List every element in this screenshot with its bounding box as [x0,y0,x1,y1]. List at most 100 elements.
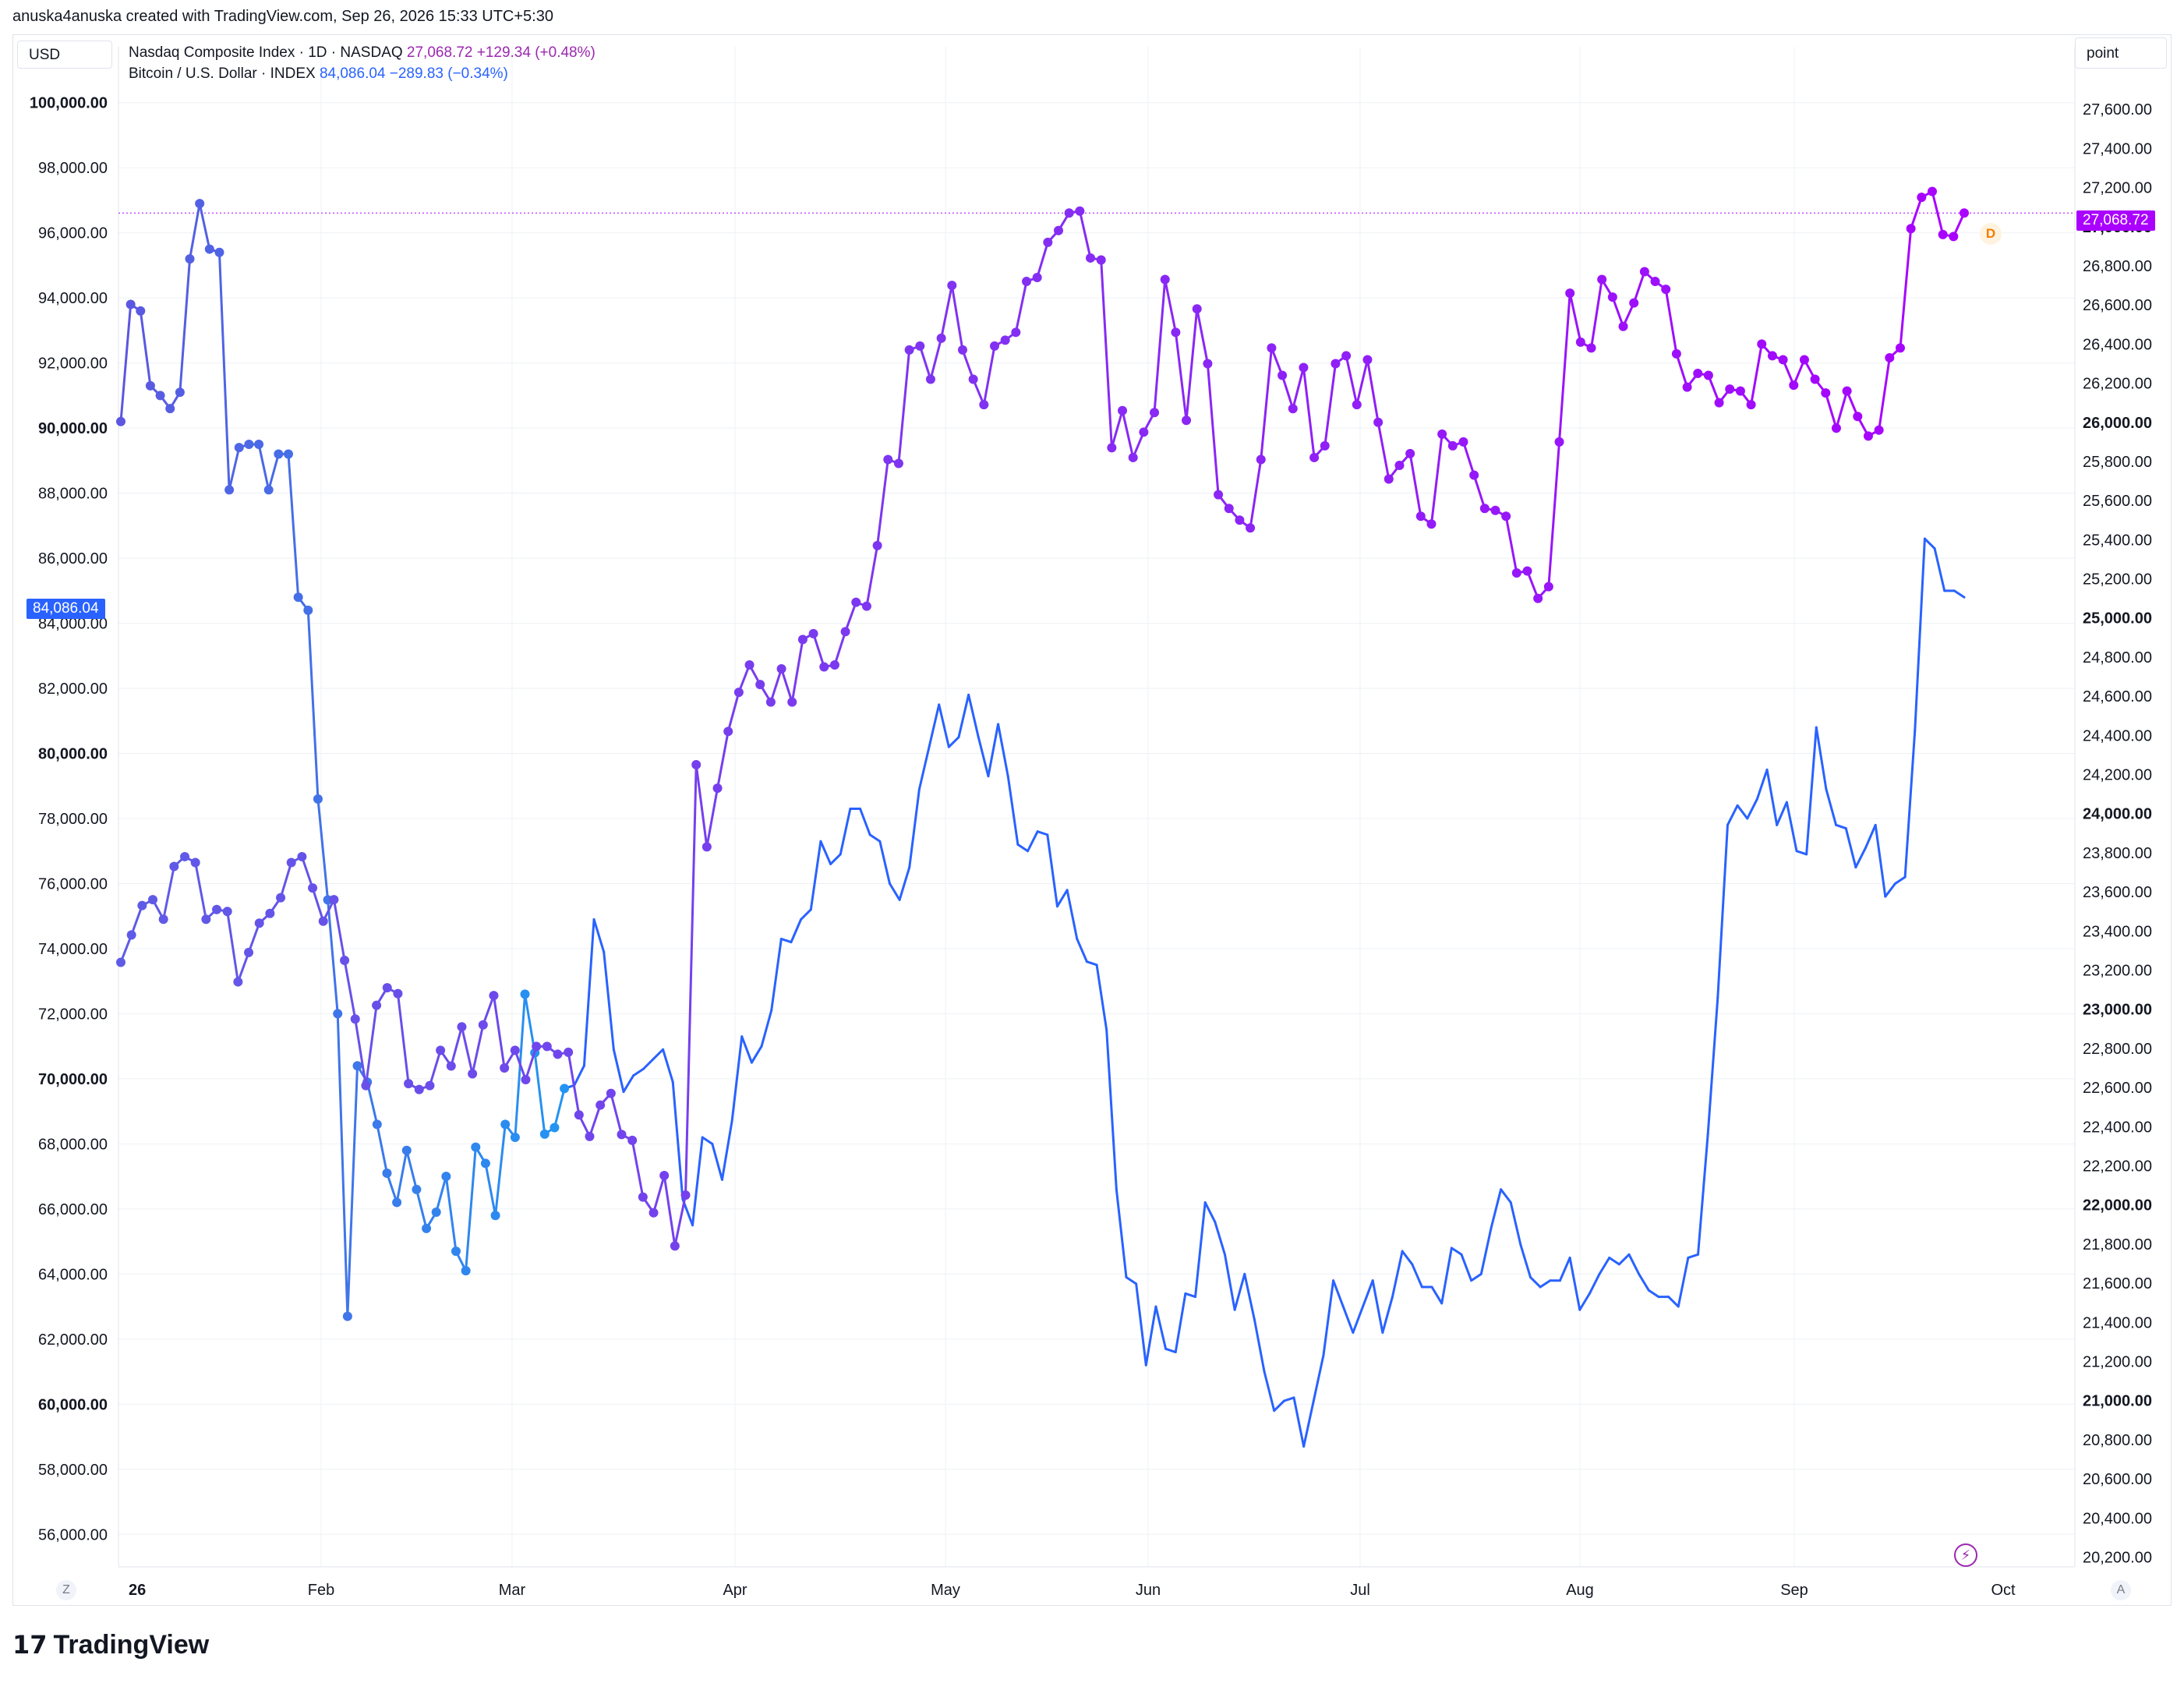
right-tick-label: 26,800.00 [2083,258,2152,275]
nasdaq-data-point [691,759,701,769]
bitcoin-data-point [352,1061,362,1071]
nasdaq-data-point [1618,321,1628,331]
bitcoin-line-segment [1223,1253,1236,1311]
bitcoin-line-segment [1302,1399,1315,1448]
tradingview-logo[interactable]: 17 TradingView [12,1629,209,1660]
bitcoin-data-point [441,1172,451,1182]
nasdaq-data-point [276,893,286,903]
nasdaq-line-segment [631,1139,645,1199]
bitcoin-line-segment [1914,537,1926,732]
time-tick-label: Oct [1991,1582,2016,1599]
right-tick-label: 20,600.00 [2083,1471,2152,1488]
nasdaq-line-segment [311,886,325,923]
nasdaq-data-point [1789,380,1799,391]
bitcoin-line-segment [1214,1221,1226,1256]
bitcoin-line-segment [1362,1279,1374,1308]
nasdaq-data-point [1661,285,1671,295]
nasdaq-data-point [1821,388,1831,398]
nasdaq-line-segment [1185,307,1199,422]
left-tick-label: 86,000.00 [38,550,108,567]
nasdaq-data-point [1543,582,1553,592]
zoom-toggle-button[interactable]: Z [56,1580,76,1600]
nasdaq-line-segment [1014,280,1028,334]
legend-row-nasdaq[interactable]: Nasdaq Composite Index · 1D · NASDAQ 27,… [129,42,595,63]
right-tick-label: 25,600.00 [2083,493,2152,510]
nasdaq-data-point [1415,511,1426,522]
nasdaq-line-segment [1461,440,1475,477]
nasdaq-data-point [1938,229,1948,239]
bitcoin-line-segment [898,866,911,901]
bitcoin-line-segment [1401,1250,1414,1266]
right-tick-label: 23,600.00 [2083,884,2152,901]
nasdaq-data-point [425,1080,435,1091]
nasdaq-data-point [1118,405,1128,415]
bitcoin-line-segment [1243,1272,1256,1321]
nasdaq-line-segment [1910,196,1923,230]
bitcoin-line-segment [444,1175,458,1253]
nasdaq-data-point [158,914,168,925]
bitcoin-line-segment [553,1087,566,1130]
chart-frame [12,34,2172,1606]
nasdaq-data-point [680,1190,691,1200]
grid-lines [118,47,2076,1567]
right-tick-label: 21,800.00 [2083,1236,2152,1253]
nasdaq-line-segment [514,1048,527,1081]
bitcoin-line-segment [189,202,201,260]
left-tick-label: 58,000.00 [38,1462,108,1479]
nasdaq-data-point [1746,400,1756,410]
bitcoin-line-segment [1706,996,1719,1136]
bitcoin-line-segment [1933,547,1946,592]
bitcoin-data-point [550,1123,560,1133]
bitcoin-line-segment [316,797,330,901]
bitcoin-line-segment [977,736,990,778]
nasdaq-line-segment [332,898,346,962]
nasdaq-data-point [670,1241,680,1251]
right-tick-label: 26,400.00 [2083,336,2152,353]
nasdaq-line-segment [1429,433,1444,525]
nasdaq-data-point [1511,568,1521,578]
right-tick-label: 22,000.00 [2083,1197,2152,1215]
unit-selector[interactable]: point [2075,37,2167,69]
nasdaq-line-segment [1750,342,1763,406]
nasdaq-data-point [382,983,392,993]
bitcoin-line-segment [1539,1279,1552,1289]
right-tick-label: 25,000.00 [2083,610,2152,628]
nasdaq-data-point [1693,369,1703,379]
bitcoin-line-segment [632,1067,645,1077]
nasdaq-line-segment [1292,366,1305,410]
nasdaq-data-point [1863,431,1873,441]
nasdaq-data-point [1054,225,1064,235]
legend-row-bitcoin[interactable]: Bitcoin / U.S. Dollar · INDEX 84,086.04 … [129,63,595,84]
bitcoin-line-segment [465,1146,477,1272]
left-tick-label: 66,000.00 [38,1201,108,1218]
nasdaq-data-point [947,281,957,291]
bitcoin-line-segment [662,1048,674,1084]
bitcoin-line-segment [1716,823,1729,999]
bitcoin-line-segment [691,1136,704,1227]
nasdaq-line-segment [950,284,964,352]
nasdaq-data-point [1341,351,1352,361]
bitcoin-line-segment [1430,1285,1444,1305]
nasdaq-data-point [1373,417,1384,427]
lightning-icon[interactable]: ⚡ [1954,1543,1977,1567]
nasdaq-line-segment [780,667,793,704]
auto-scale-button[interactable]: A [2111,1580,2131,1600]
bitcoin-line-segment [1854,847,1868,869]
dividend-badge[interactable]: D [1980,223,2002,245]
bitcoin-line-segment [967,693,980,739]
left-tick-label: 80,000.00 [38,746,108,763]
bitcoin-line-segment [652,1048,665,1061]
bitcoin-line-segment [1006,775,1020,846]
nasdaq-line-segment [588,1104,602,1138]
nasdaq-data-point [1278,370,1288,380]
nasdaq-line-segment [354,1017,367,1087]
bitcoin-line-segment [1135,1282,1147,1367]
right-tick-label: 27,400.00 [2083,140,2152,157]
bitcoin-line-segment [1687,1253,1700,1259]
bitcoin-line-segment [1016,843,1030,853]
currency-selector[interactable]: USD [17,41,112,69]
bitcoin-line-segment [228,446,241,491]
right-tick-label: 21,600.00 [2083,1275,2152,1292]
left-tick-label: 56,000.00 [38,1526,108,1543]
